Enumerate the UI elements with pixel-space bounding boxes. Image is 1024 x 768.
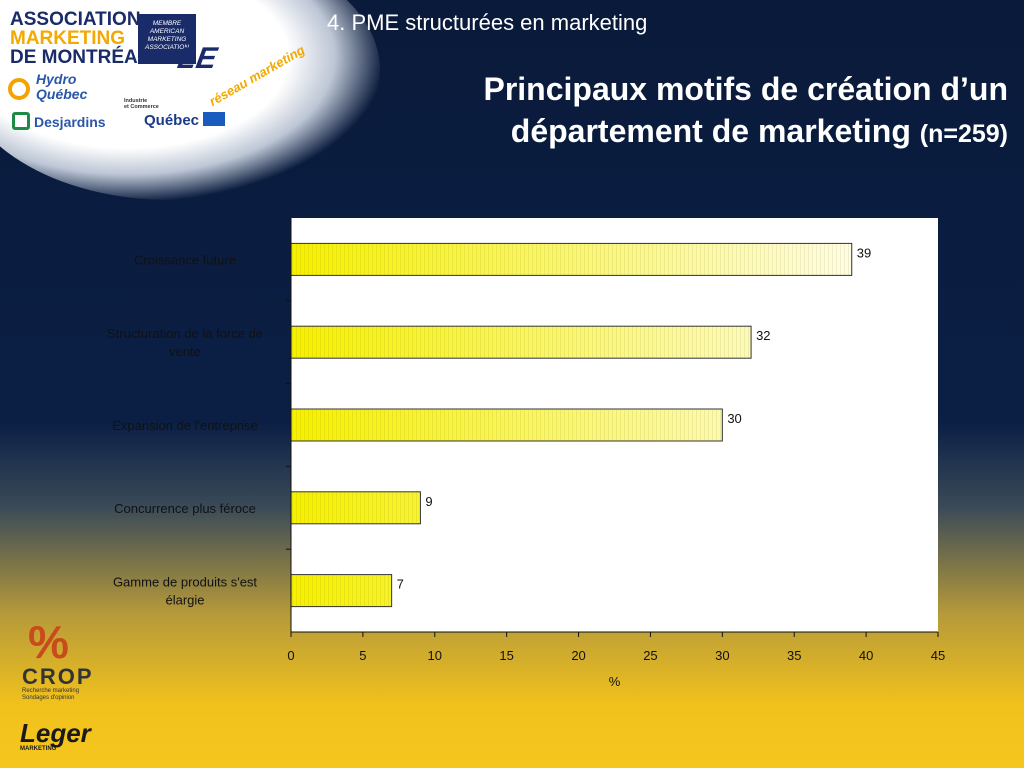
axes-group: 0 5 10 15 20 25 30 35 40 45% bbox=[286, 218, 945, 689]
bar-texture-1 bbox=[291, 326, 752, 359]
category-label-0-line-0: Croissance future bbox=[134, 252, 236, 267]
crop-logo: % CROP Recherche marketing Sondages d'op… bbox=[22, 618, 94, 702]
x-tick-label-9: 45 bbox=[931, 648, 945, 663]
bar-value-label-0: 39 bbox=[857, 245, 871, 260]
industrie-commerce-line1: Industrie bbox=[124, 98, 148, 104]
bar-texture-3 bbox=[291, 491, 421, 524]
desjardins-symbol-icon bbox=[12, 112, 30, 130]
hydro-quebec-line2: Québec bbox=[36, 86, 88, 102]
slide-section-subtitle: 4. PME structurées en marketing bbox=[327, 10, 648, 35]
x-tick-label-2: 10 bbox=[428, 648, 442, 663]
x-tick-label-8: 40 bbox=[859, 648, 873, 663]
crop-tagline-2: Sondages d'opinion bbox=[22, 695, 75, 701]
bar-value-label-3: 9 bbox=[425, 494, 432, 509]
slide-title-line2-text: département de marketing bbox=[510, 113, 911, 149]
bar-texture-0 bbox=[291, 243, 852, 276]
leger-marketing-logo: Leger MARKETING bbox=[20, 718, 91, 752]
leger-subtitle: MARKETING bbox=[20, 746, 57, 752]
labels-group: 39 Croissance future 32 Structuration de la… bbox=[107, 245, 871, 607]
slide-title: Principaux motifs de création d’un dépar… bbox=[483, 68, 1008, 155]
category-label-1-line-0: Structuration de la force de bbox=[107, 326, 263, 341]
category-label-4-line-0: Gamme de produits s'est bbox=[113, 575, 257, 590]
quebec-name: Québec bbox=[144, 112, 200, 129]
category-label-1-line-1: vente bbox=[169, 344, 201, 359]
crop-name: CROP bbox=[22, 664, 94, 689]
x-tick-label-7: 35 bbox=[787, 648, 801, 663]
x-tick-label-5: 25 bbox=[643, 648, 657, 663]
bar-value-label-2: 30 bbox=[727, 411, 741, 426]
leger-name: Leger bbox=[20, 718, 91, 748]
x-tick-label-1: 5 bbox=[359, 648, 366, 663]
hydro-quebec-line1: Hydro bbox=[36, 71, 77, 87]
x-axis-label: % bbox=[609, 674, 621, 689]
x-tick-label-3: 15 bbox=[499, 648, 513, 663]
x-tick-label-0: 0 bbox=[287, 648, 294, 663]
hydro-quebec-logo: Hydro Québec bbox=[8, 71, 88, 102]
x-tick-label-6: 30 bbox=[715, 648, 729, 663]
slide-title-line2: département de marketing (n=259) bbox=[483, 110, 1008, 155]
category-label-3-line-0: Concurrence plus féroce bbox=[114, 501, 256, 516]
bar-texture-4 bbox=[291, 574, 392, 607]
x-tick-label-4: 20 bbox=[571, 648, 585, 663]
bar-texture-2 bbox=[291, 409, 723, 441]
category-label-4-line-1: élargie bbox=[165, 593, 204, 608]
desjardins-logo: Desjardins bbox=[12, 112, 106, 130]
bar-value-label-4: 7 bbox=[397, 577, 404, 592]
sample-size-label: (n=259) bbox=[919, 120, 1008, 148]
american-marketing-association-badge: MEMBRE AMERICAN MARKETING ASSOCIATION bbox=[138, 14, 196, 64]
category-label-2-line-0: Expansion de l'entreprise bbox=[112, 418, 258, 433]
crop-percent-icon: % bbox=[28, 616, 69, 668]
bars-group bbox=[290, 242, 853, 608]
crop-tagline-1: Recherche marketing bbox=[22, 688, 80, 694]
industrie-commerce-label: Industrie et Commerce bbox=[124, 98, 159, 110]
industrie-commerce-line2: et Commerce bbox=[124, 104, 159, 110]
slide-title-line1: Principaux motifs de création d’un bbox=[483, 71, 1008, 107]
quebec-government-logo: Québec bbox=[144, 112, 226, 129]
ama-logo-line3: DE MONTRÉAL bbox=[10, 47, 150, 68]
desjardins-name: Desjardins bbox=[34, 114, 106, 130]
ama-logo-line1: ASSOCIATION bbox=[10, 9, 141, 30]
ama-logo-line2: MARKETING bbox=[10, 28, 126, 49]
ama-logo: ASSOCIATION MARKETING DE MONTRÉAL bbox=[10, 10, 149, 67]
bar-value-label-1: 32 bbox=[756, 328, 770, 343]
quebec-flag-icon bbox=[203, 112, 226, 126]
hydro-quebec-symbol-icon bbox=[8, 78, 30, 100]
